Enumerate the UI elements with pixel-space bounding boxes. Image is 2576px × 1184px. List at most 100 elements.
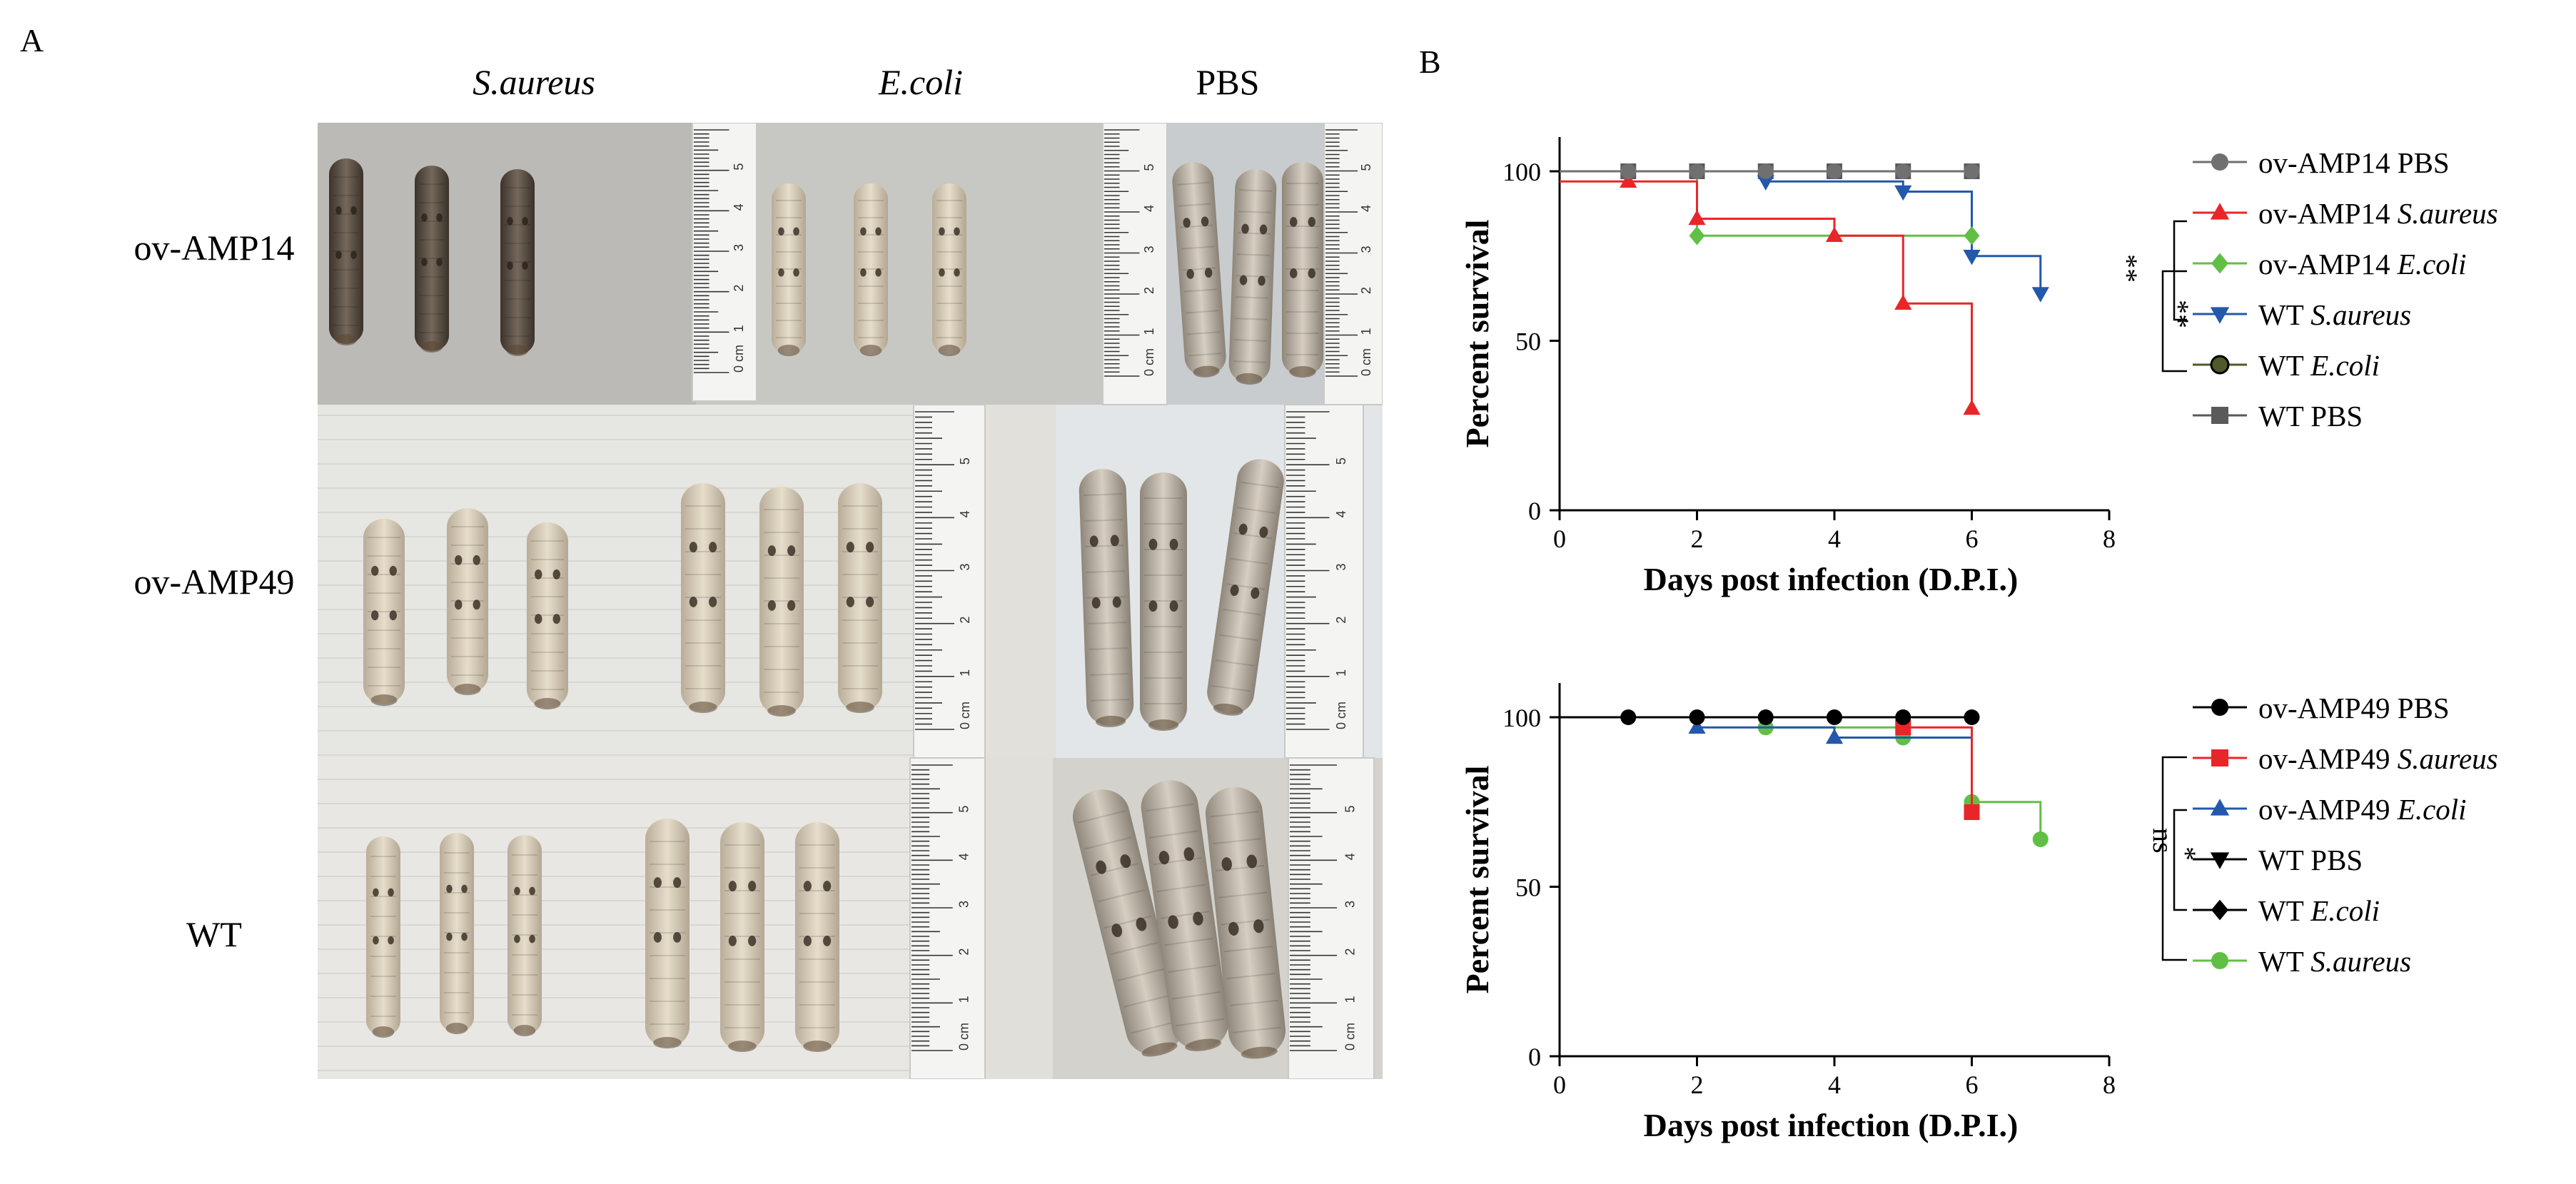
svg-text:3: 3	[1343, 901, 1357, 908]
legend-label-species: S.aureus	[2310, 945, 2412, 978]
svg-text:5: 5	[1343, 806, 1357, 813]
larva	[329, 158, 363, 345]
ruler: 0 cm 1 2 3 4 5	[1284, 404, 1364, 759]
ruler: 0 cm 1 2 3 4 5	[1288, 757, 1375, 1079]
ruler: 0 cm 1 2 3 4 5	[913, 404, 986, 759]
legend-label-prefix: ov-AMP14	[2258, 248, 2398, 280]
legend-label: WT S.aureus	[2258, 293, 2411, 336]
legend-ov-amp14: ov-AMP14 PBS ov-AMP14 S.aureus ov-AMP14 E.…	[2191, 141, 2562, 432]
legend-swatch	[2193, 852, 2247, 869]
data-point	[1688, 209, 1706, 226]
y-tick-label: 50	[1515, 874, 1541, 902]
significance-brackets-ov-amp14	[2161, 220, 2187, 373]
x-tick-label: 0	[1553, 525, 1566, 553]
legend-label-species: PBS	[2310, 844, 2363, 876]
data-point	[1827, 709, 1842, 725]
x-tick-label: 6	[1966, 1071, 1979, 1099]
legend-ov-amp49: ov-AMP49 PBS ov-AMP49 S.aureus ov-AMP49 E.…	[2191, 687, 2562, 978]
x-axis-label: Days post infection (D.P.I.)	[1644, 1107, 2019, 1143]
legend-label: ov-AMP49 S.aureus	[2258, 737, 2498, 780]
svg-text:2: 2	[958, 617, 972, 624]
legend-swatch	[2193, 799, 2247, 816]
larva	[1207, 459, 1284, 716]
legend-label: ov-AMP49 PBS	[2258, 687, 2450, 729]
svg-text:1: 1	[1359, 328, 1373, 335]
data-point	[1827, 163, 1842, 179]
y-tick-label: 100	[1502, 158, 1541, 186]
legend-label: ov-AMP49 E.coli	[2258, 788, 2467, 831]
data-point	[1620, 172, 1637, 188]
data-point	[2032, 831, 2049, 847]
larvae-photo-grid: 0 cm 1 2 3 4 5 0 cm 1 2 3 4 5 0 cm 1 2 3 4 5 0 cm 1 2 3 4 5 0 cm…	[318, 123, 1383, 1079]
legend-marker	[2211, 899, 2228, 921]
legend-label: ov-AMP14 PBS	[2258, 141, 2450, 184]
larva	[1205, 786, 1286, 1059]
svg-text:0 cm: 0 cm	[1343, 1023, 1357, 1051]
legend-swatch	[2193, 153, 2247, 171]
svg-text:4: 4	[732, 203, 746, 211]
legend-swatch	[2193, 952, 2247, 969]
svg-text:2: 2	[1334, 617, 1348, 624]
svg-text:2: 2	[957, 948, 971, 956]
legend-label-species: PBS	[2397, 692, 2450, 724]
svg-text:0 cm: 0 cm	[1334, 702, 1348, 729]
svg-text:4: 4	[958, 510, 972, 517]
larva	[1073, 789, 1183, 1057]
survival-chart-ov-amp49: 0 50 100 0 2 4 6 8 Days post infection (D.P.I.) P…	[1435, 653, 2177, 1167]
data-point	[1963, 399, 1981, 415]
legend-marker	[2211, 699, 2228, 716]
legend-label: WT PBS	[2258, 839, 2363, 881]
legend-label-prefix: ov-AMP49	[2258, 742, 2398, 775]
larva	[1282, 162, 1323, 378]
photo-tile	[318, 758, 946, 1079]
legend-label-species: S.aureus	[2310, 298, 2412, 331]
legend-label-prefix: WT	[2258, 844, 2311, 876]
svg-text:4: 4	[1359, 205, 1373, 212]
significance-label-1: **	[2111, 254, 2143, 283]
y-tick-label: 50	[1515, 328, 1541, 356]
legend-label: ov-AMP14 E.coli	[2258, 243, 2467, 285]
row-header-ov-amp14: ov-AMP14	[133, 228, 295, 268]
data-point	[1825, 728, 1844, 744]
data-point	[2031, 287, 2049, 303]
survival-chart-ov-amp49-svg: 0 50 100 0 2 4 6 8 Days post infection (D.P.I.) P…	[1459, 683, 2116, 1143]
legend-label-prefix: ov-AMP14	[2258, 197, 2398, 230]
significance-label-2: **	[2163, 300, 2195, 328]
svg-text:5: 5	[732, 163, 746, 171]
legend-label: WT E.coli	[2258, 344, 2380, 387]
legend-label-species: S.aureus	[2397, 742, 2498, 775]
svg-text:4: 4	[957, 853, 971, 860]
row-header-wt: WT	[186, 914, 242, 954]
svg-text:0 cm: 0 cm	[957, 1023, 971, 1051]
x-tick-label: 6	[1966, 525, 1979, 553]
legend-label-prefix: WT	[2258, 400, 2311, 432]
larva	[720, 822, 764, 1052]
larva	[363, 519, 405, 706]
panel-b-letter: B	[1419, 44, 1441, 80]
column-header-s-aureus: S.aureus	[473, 62, 595, 102]
legend-label: ov-AMP14 S.aureus	[2258, 192, 2498, 235]
ruler: 0 cm 1 2 3 4 5	[692, 123, 757, 402]
svg-text:5: 5	[1142, 163, 1156, 171]
legend-marker	[2210, 852, 2230, 869]
svg-text:0 cm: 0 cm	[1359, 348, 1373, 376]
data-point	[1689, 709, 1705, 725]
survival-chart-ov-amp14: 0 50 100 0 2 4 6 8 Days post infection (D.P.I.) P…	[1435, 107, 2177, 621]
data-point	[1689, 163, 1705, 179]
larva	[795, 822, 839, 1052]
row-header-ov-amp49: ov-AMP49	[133, 562, 295, 602]
legend-label-prefix: WT	[2258, 945, 2311, 978]
svg-text:1: 1	[1142, 328, 1156, 335]
larva	[759, 487, 804, 717]
legend-marker	[2210, 799, 2230, 816]
legend-marker	[2211, 407, 2228, 424]
data-point	[1688, 718, 1706, 734]
bracket-s-aureus-2	[2161, 756, 2187, 961]
legend-label-species: E.coli	[2310, 349, 2380, 382]
larva	[366, 836, 400, 1038]
legend-swatch	[2193, 203, 2247, 220]
series-line	[1560, 180, 1973, 409]
svg-text:2: 2	[732, 285, 746, 292]
svg-text:5: 5	[957, 806, 971, 813]
